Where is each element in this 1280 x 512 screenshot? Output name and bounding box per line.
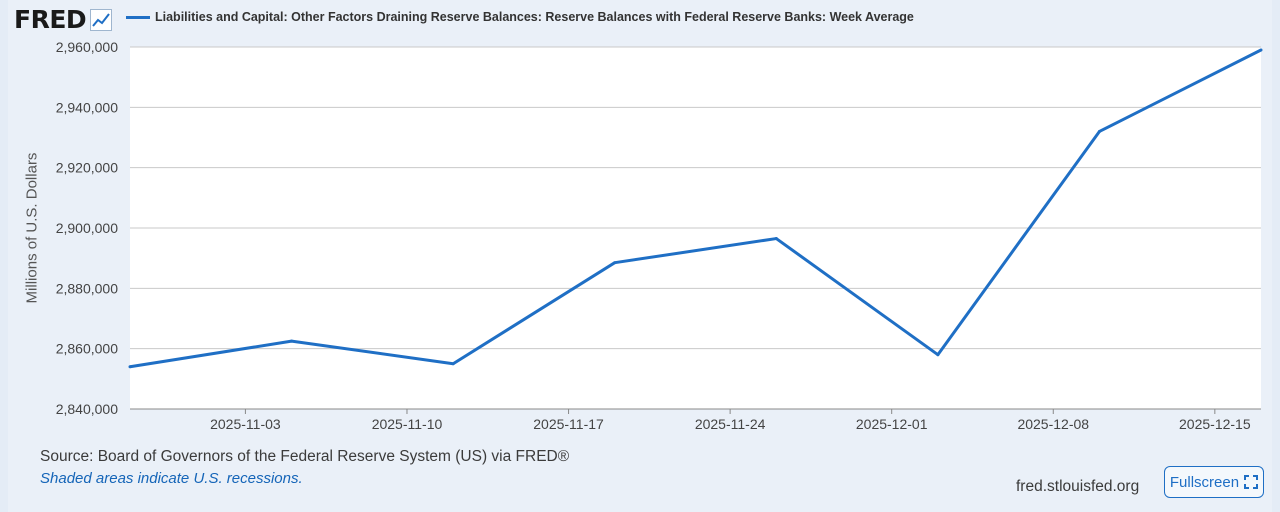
x-tick-label: 2025-12-01 bbox=[856, 416, 928, 432]
data-point bbox=[774, 237, 778, 241]
y-tick-label: 2,840,000 bbox=[56, 401, 118, 417]
x-tick-label: 2025-12-08 bbox=[1017, 416, 1089, 432]
logo-text: FRED bbox=[14, 5, 87, 34]
legend-swatch bbox=[126, 15, 150, 19]
y-tick-label: 2,960,000 bbox=[56, 39, 118, 55]
line-chart: 2,840,000 2,860,000 2,880,000 2,900,000 2,92… bbox=[56, 39, 1263, 432]
x-tick-label: 2025-11-17 bbox=[533, 416, 604, 432]
series-line bbox=[129, 48, 1262, 369]
fullscreen-label: Fullscreen bbox=[1169, 473, 1240, 491]
x-tick-label: 2025-11-24 bbox=[695, 416, 766, 432]
source-text: Source: Board of Governors of the Federa… bbox=[40, 448, 570, 465]
fullscreen-button[interactable]: Fullscreen bbox=[1164, 466, 1264, 498]
chart-line-icon bbox=[90, 9, 113, 31]
legend: Liabilities and Capital: Other Factors D… bbox=[126, 10, 914, 24]
data-point bbox=[451, 362, 455, 366]
y-tick-label: 2,860,000 bbox=[56, 341, 118, 357]
data-point bbox=[1097, 129, 1101, 133]
x-tick-label: 2025-11-10 bbox=[372, 416, 443, 432]
fullscreen-icon bbox=[1244, 475, 1259, 489]
recession-note[interactable]: Shaded areas indicate U.S. recessions. bbox=[40, 470, 303, 487]
data-point bbox=[128, 365, 132, 369]
data-point bbox=[290, 339, 294, 343]
x-tick-label: 2025-11-03 bbox=[210, 416, 281, 432]
y-tick-label: 2,920,000 bbox=[56, 160, 118, 176]
site-url[interactable]: fred.stlouisfed.org bbox=[1016, 478, 1140, 495]
fred-logo[interactable]: FRED bbox=[14, 5, 113, 34]
x-tick-label: 2025-12-15 bbox=[1179, 416, 1251, 432]
legend-label: Liabilities and Capital: Other Factors D… bbox=[155, 10, 914, 24]
data-point bbox=[936, 353, 940, 357]
data-point bbox=[613, 261, 617, 265]
y-tick-label: 2,900,000 bbox=[56, 220, 118, 236]
data-point bbox=[1259, 48, 1263, 52]
y-tick-label: 2,940,000 bbox=[56, 99, 118, 115]
y-tick-label: 2,880,000 bbox=[56, 280, 118, 296]
